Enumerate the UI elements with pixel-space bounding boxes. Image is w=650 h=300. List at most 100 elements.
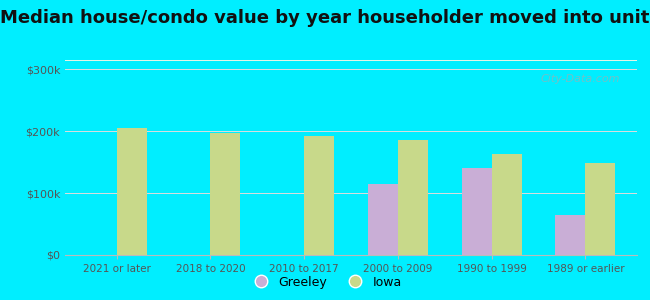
Bar (65, 60, 637, 61)
Bar (65, 60, 637, 61)
Bar (65, 60, 637, 61)
Bar (65, 60, 637, 61)
Bar (65, 60, 637, 61)
Bar (555, 215, 586, 255)
Bar (65, 60, 637, 61)
Bar (65, 60, 637, 61)
Bar (65, 60, 637, 61)
Text: Median house/condo value by year householder moved into unit: Median house/condo value by year househo… (0, 9, 650, 27)
Bar (65, 60, 637, 61)
Bar (65, 60, 637, 61)
Bar (65, 60, 637, 61)
Bar (65, 60, 637, 61)
Bar (65, 60, 637, 61)
Bar (65, 60, 637, 61)
Bar (65, 60, 637, 61)
Bar (65, 60, 637, 61)
Bar (65, 60, 637, 61)
Bar (65, 60, 637, 61)
Bar (65, 60, 637, 61)
Bar (65, 60, 637, 61)
Bar (65, 60, 637, 61)
Bar (65, 60, 637, 61)
Bar (65, 60, 637, 61)
Bar (65, 60, 637, 61)
Bar (65, 60, 637, 61)
Bar (65, 60, 637, 61)
Bar (65, 60, 637, 61)
Bar (65, 60, 637, 61)
Bar (65, 60, 637, 61)
Bar (65, 60, 637, 61)
Bar (65, 60, 637, 61)
Bar (65, 60, 637, 61)
Bar (65, 60, 637, 61)
Bar (65, 60, 637, 61)
Bar (65, 60, 637, 61)
Bar (65, 60, 637, 61)
Bar (65, 60, 637, 61)
Bar (65, 60, 637, 61)
Bar (65, 60, 637, 61)
Bar (65, 60, 637, 61)
Bar (65, 60, 637, 61)
Bar (65, 60, 637, 61)
Bar (65, 60, 637, 61)
Bar (65, 60, 637, 61)
Bar (65, 60, 637, 61)
Bar (65, 60, 637, 61)
Bar (65, 60, 637, 61)
Bar (65, 60, 637, 61)
Text: City-Data.com: City-Data.com (540, 74, 620, 84)
Bar (491, 154, 522, 255)
Bar (65, 60, 637, 61)
Bar (65, 60, 637, 61)
Bar (65, 60, 637, 61)
Bar (65, 60, 637, 61)
Bar (65, 60, 637, 61)
Bar (65, 60, 637, 61)
Bar (65, 60, 637, 61)
Bar (65, 60, 637, 61)
Bar (65, 60, 637, 61)
Bar (65, 60, 637, 61)
Bar (65, 60, 637, 61)
Bar (65, 60, 637, 61)
Bar (65, 60, 637, 61)
Bar (65, 60, 637, 61)
Bar (65, 60, 637, 61)
Bar (65, 60, 637, 61)
Bar (65, 60, 637, 61)
Bar (304, 136, 334, 255)
Bar (65, 60, 637, 61)
Bar (65, 60, 637, 61)
Bar (65, 60, 637, 61)
Bar (65, 60, 637, 61)
Bar (65, 60, 637, 61)
Bar (65, 60, 637, 61)
Bar (116, 128, 147, 255)
Bar (65, 60, 637, 61)
Bar (65, 60, 637, 61)
Bar (65, 60, 637, 61)
Bar (65, 60, 637, 61)
Bar (368, 184, 398, 255)
Bar (211, 133, 240, 255)
Bar (65, 60, 637, 61)
Bar (65, 60, 637, 61)
Bar (65, 60, 637, 61)
Bar (65, 60, 637, 61)
Bar (65, 60, 637, 61)
Bar (65, 60, 637, 61)
Bar (65, 60, 637, 61)
Bar (65, 60, 637, 61)
Bar (65, 60, 637, 61)
Bar (65, 60, 637, 61)
Bar (65, 60, 637, 61)
Bar (65, 60, 637, 61)
Bar (65, 60, 637, 61)
Bar (65, 60, 637, 61)
Bar (65, 60, 637, 61)
Bar (65, 60, 637, 61)
Bar (65, 60, 637, 61)
